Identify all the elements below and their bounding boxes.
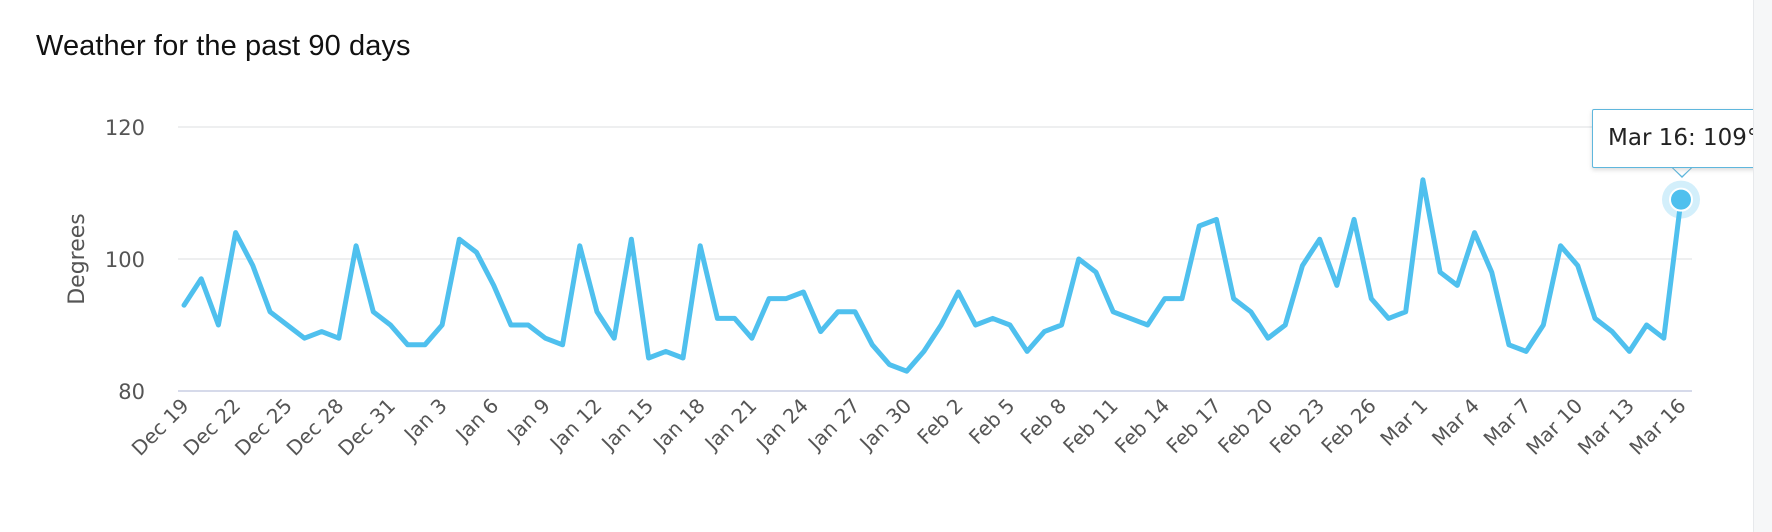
- y-tick-label: 120: [105, 116, 145, 140]
- y-tick-label: 80: [118, 380, 145, 404]
- chart-title: Weather for the past 90 days: [36, 30, 411, 62]
- x-tick-label: Mar 10: [1521, 394, 1587, 460]
- x-tick-label: Feb 23: [1265, 394, 1330, 459]
- x-tick-label: Jan 18: [647, 394, 710, 457]
- tooltip: Mar 16: 109°: [1592, 109, 1768, 168]
- x-tick-label: Feb 26: [1316, 394, 1381, 459]
- x-tick-label: Feb 11: [1058, 394, 1123, 459]
- x-tick-label: Feb 14: [1110, 394, 1175, 459]
- y-axis-label: Degrees: [65, 213, 90, 305]
- x-tick-label: Mar 4: [1427, 394, 1484, 451]
- right-edge-panel: [1753, 0, 1772, 532]
- x-tick-label: Jan 6: [450, 394, 504, 448]
- y-axis-ticks: 80 100 120: [105, 116, 145, 404]
- x-tick-label: Jan 15: [595, 394, 658, 457]
- series-line: [181, 177, 1684, 374]
- x-tick-label: Dec 31: [333, 394, 400, 461]
- x-tick-label: Jan 30: [854, 394, 917, 457]
- hover-point[interactable]: [1669, 187, 1693, 212]
- x-tick-label: Feb 2: [912, 394, 968, 450]
- x-tick-label: Feb 17: [1161, 394, 1226, 459]
- x-tick-label: Dec 25: [230, 394, 297, 461]
- x-tick-label: Dec 28: [282, 394, 349, 461]
- tooltip-arrow-inner: [1671, 166, 1693, 176]
- x-tick-label: Jan 24: [750, 394, 813, 457]
- x-tick-label: Feb 5: [964, 394, 1020, 450]
- x-tick-label: Feb 20: [1213, 394, 1278, 459]
- x-tick-label: Jan 21: [699, 394, 762, 457]
- y-tick-label: 100: [105, 248, 145, 272]
- x-tick-label: Mar 13: [1573, 394, 1639, 460]
- x-tick-label: Jan 3: [398, 394, 452, 448]
- x-tick-label: Mar 1: [1375, 394, 1432, 451]
- x-tick-label: Jan 27: [802, 394, 865, 457]
- x-tick-label: Dec 22: [178, 394, 245, 461]
- x-tick-label: Jan 12: [544, 394, 607, 457]
- hover-marker[interactable]: [1662, 180, 1700, 219]
- x-tick-label: Mar 16: [1624, 394, 1690, 460]
